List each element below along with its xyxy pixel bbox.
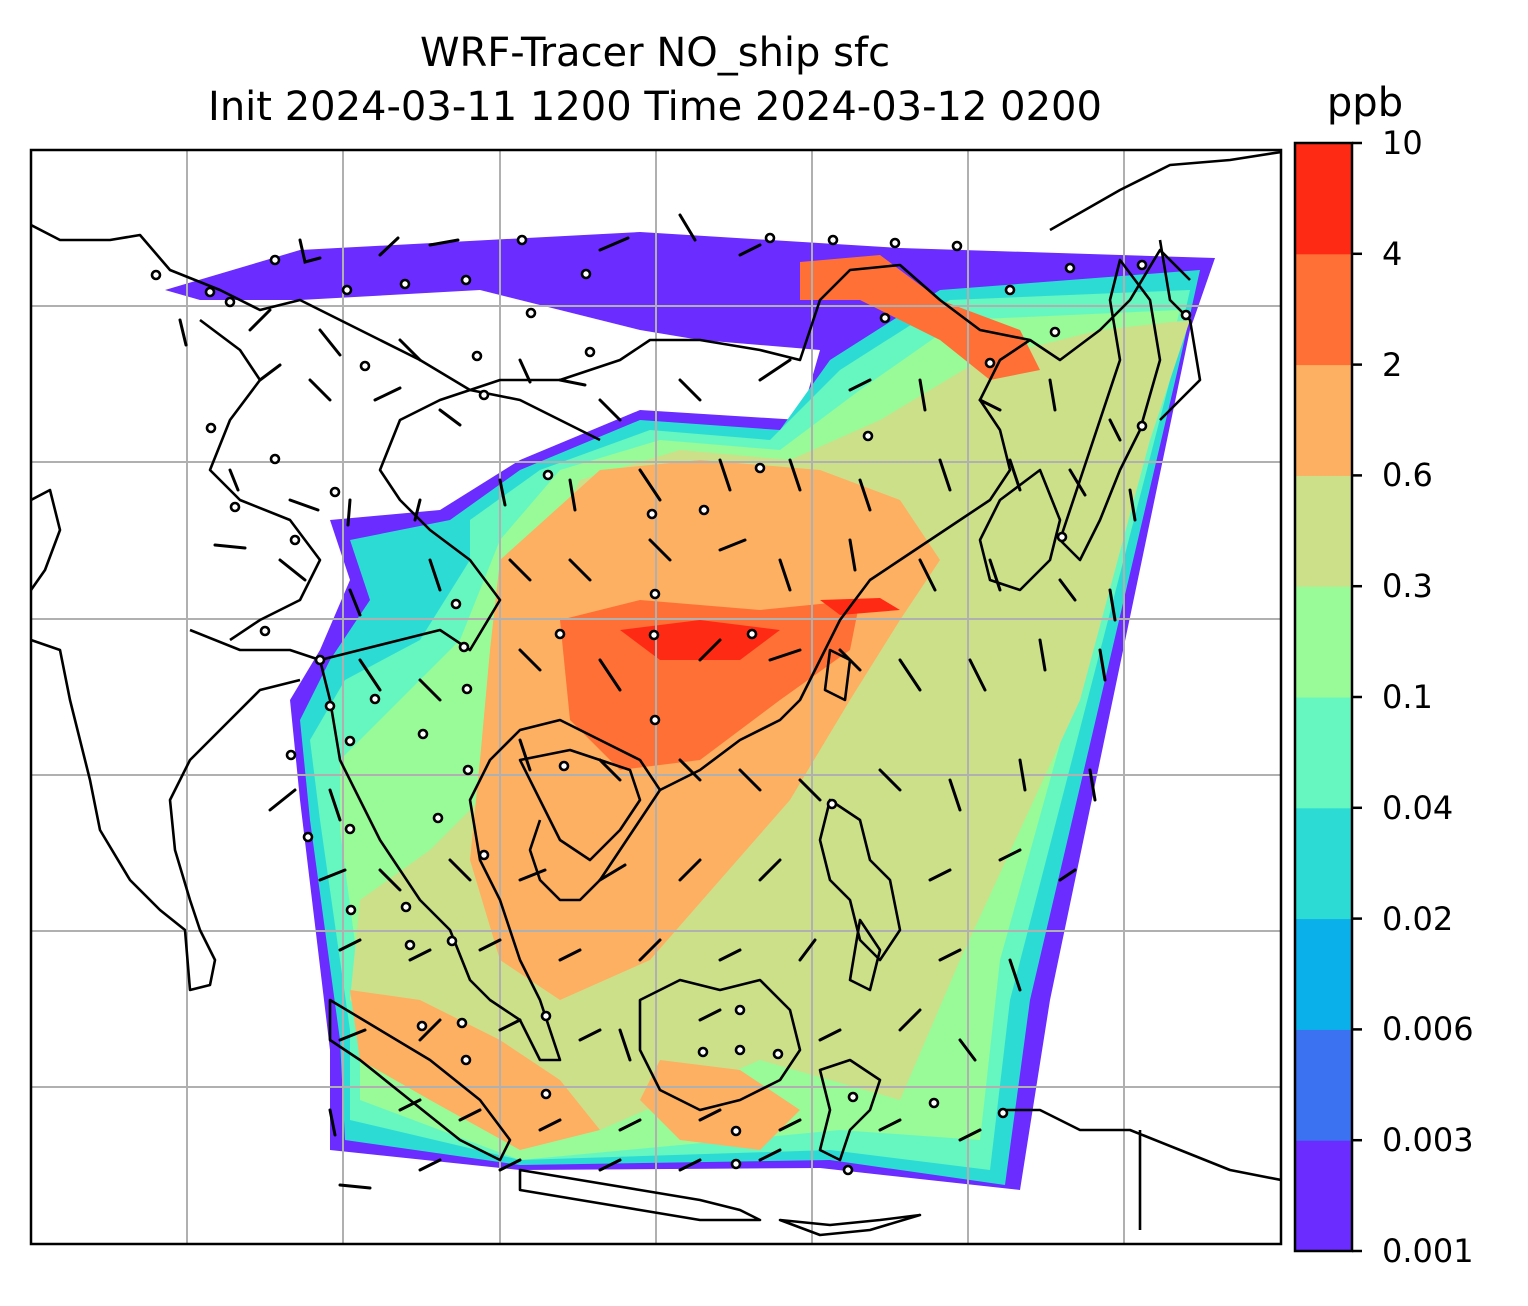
- colorbar-tick-label: 0.1: [1382, 678, 1433, 716]
- colorbar-tick-label: 4: [1382, 234, 1403, 273]
- colorbar-unit-label: ppb: [1326, 80, 1404, 126]
- sulawesi: [818, 1058, 882, 1162]
- java: [518, 1168, 762, 1222]
- colorbar-tick-label: 0.02: [1382, 899, 1454, 938]
- sumatra: [328, 998, 512, 1162]
- domain-redorange-north: [800, 255, 1040, 380]
- lesser-sunda: [778, 1213, 922, 1237]
- southeast-asia-coast: [318, 659, 662, 1062]
- domain-orange-southwest: [350, 990, 600, 1150]
- india-coast: [31, 638, 301, 992]
- sea-of-okhotsk: [1158, 239, 1202, 421]
- colorbar-tick-label: 0.6: [1382, 456, 1433, 495]
- plot-frame: [29, 148, 1283, 1246]
- colorbar-segment: [1295, 697, 1352, 809]
- gridlines: [31, 150, 1281, 1244]
- russia-coast: [1049, 150, 1281, 232]
- colorbar-segment: [1295, 143, 1352, 255]
- colorbar-segment: [1295, 586, 1352, 698]
- colorbar-segment: [1295, 1140, 1352, 1252]
- colorbar-frame: [1293, 141, 1354, 1253]
- colorbar-tick-label: 0.001: [1382, 1232, 1474, 1270]
- new-guinea: [1000, 1108, 1281, 1230]
- china-coast: [659, 338, 1031, 792]
- domain-red-core: [620, 620, 780, 660]
- colorbar-tick-label: 0.006: [1382, 1010, 1474, 1049]
- map-subtitle: Init 2024-03-11 1200 Time 2024-03-12 020…: [208, 84, 1102, 130]
- colorbar-segment: [1295, 475, 1352, 587]
- arabia-coast: [31, 488, 62, 591]
- central-asia-border: [31, 223, 601, 442]
- domain-redorange-core: [560, 600, 860, 770]
- korea-japan: [978, 258, 1162, 592]
- colorbar-tick-label: 0.3: [1382, 567, 1433, 606]
- coastlines: [31, 150, 1281, 1237]
- colorbar: [1295, 141, 1362, 1253]
- taiwan: [823, 648, 852, 702]
- colorbar-tick-label: 0.003: [1382, 1121, 1474, 1160]
- colorbar-segment: [1295, 918, 1352, 1030]
- colorbar-tick-label: 0.04: [1382, 788, 1454, 827]
- colorbar-tick-label: 2: [1382, 345, 1403, 384]
- colorbar-segment: [1295, 253, 1352, 366]
- colorbar-segment: [1295, 364, 1352, 476]
- inner-border: [199, 318, 322, 642]
- philippines: [818, 798, 902, 992]
- colorbar-segment: [1295, 807, 1352, 920]
- borneo: [638, 978, 802, 1112]
- domain-red-band: [820, 598, 900, 615]
- concentration-field: [165, 232, 1215, 1190]
- colorbar-tick-label: 10: [1382, 124, 1423, 162]
- calm-wind-circles: [150, 232, 1192, 1176]
- colorbar-segment: [1295, 1029, 1352, 1141]
- indochina: [518, 748, 642, 862]
- wind-barbs: [178, 213, 1137, 1190]
- map-title: WRF-Tracer NO_ship sfc: [419, 30, 891, 76]
